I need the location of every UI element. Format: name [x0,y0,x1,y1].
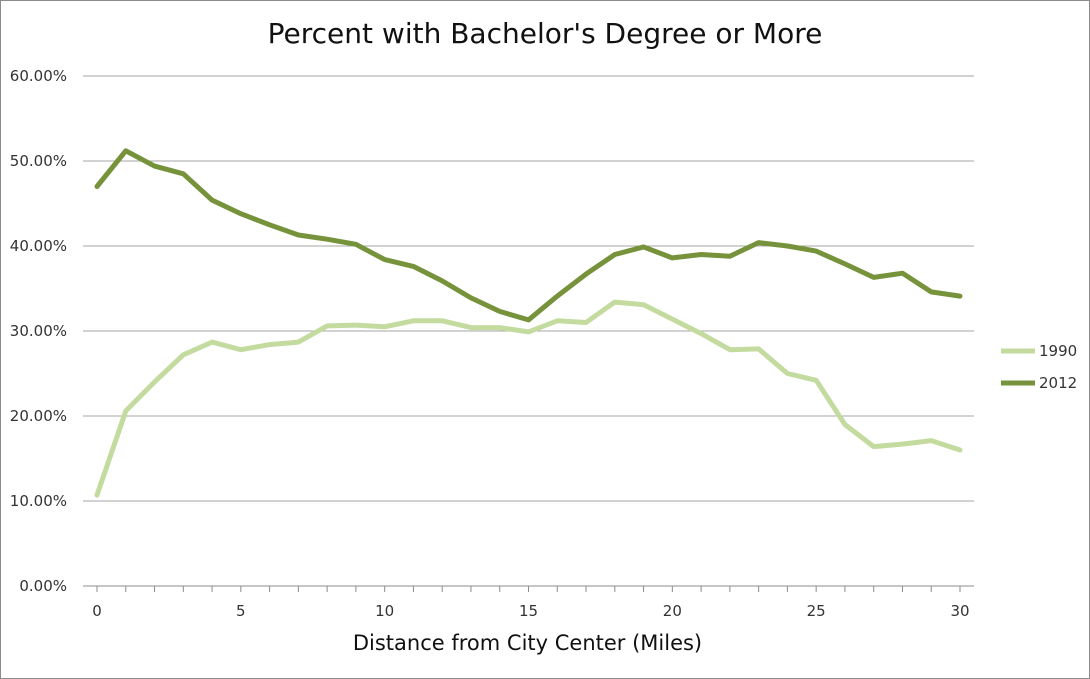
chart-title: Percent with Bachelor's Degree or More [267,17,823,50]
y-tick-label: 60.00% [10,67,67,85]
x-tick-label: 5 [236,602,246,620]
y-tick-label: 10.00% [10,492,67,510]
x-tick-label: 10 [375,602,394,620]
legend-label-1990: 1990 [1039,342,1077,360]
series-line-1990 [94,299,963,498]
x-tick-label: 30 [950,602,969,620]
y-tick-label: 30.00% [10,322,67,340]
x-tick-label: 0 [92,602,102,620]
x-tick-label: 20 [663,602,682,620]
legend-label-2012: 2012 [1039,374,1077,392]
y-tick-label: 40.00% [10,237,67,255]
x-tick-label: 15 [519,602,538,620]
y-tick-label: 20.00% [10,407,67,425]
series-line-2012 [94,148,963,323]
y-tick-label: 0.00% [19,577,67,595]
x-axis-label: Distance from City Center (Miles) [353,631,702,655]
x-tick-label: 25 [807,602,826,620]
y-tick-label: 50.00% [10,152,67,170]
